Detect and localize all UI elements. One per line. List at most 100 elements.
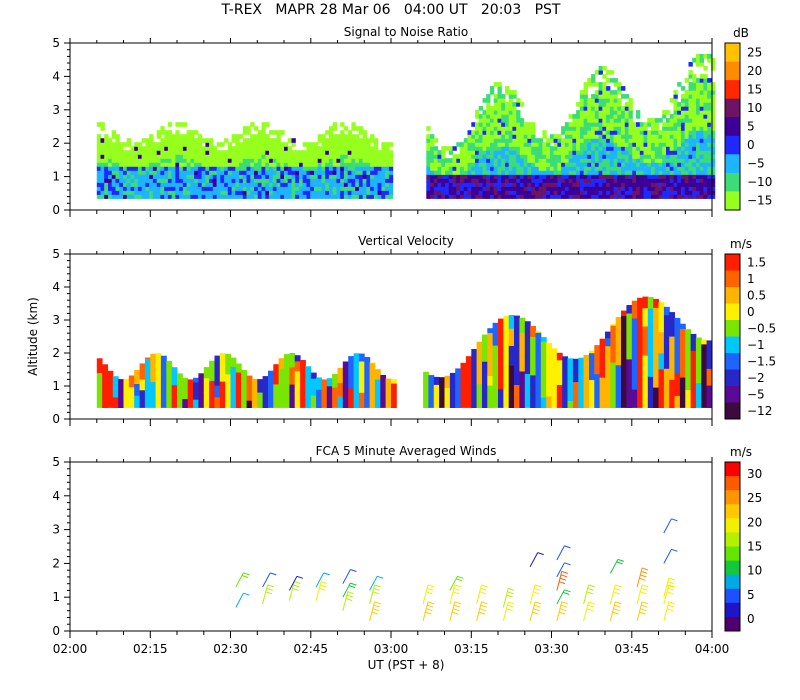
wind-barb — [556, 545, 571, 561]
wind-barb — [235, 572, 250, 588]
wind-barb — [262, 584, 274, 605]
wind-barb — [315, 581, 328, 601]
wind-barb — [609, 601, 622, 621]
wind-barb — [636, 567, 649, 588]
colorbar-swatch — [725, 574, 740, 590]
colorbar-swatch — [725, 254, 740, 271]
wind-barb — [529, 584, 542, 605]
colorbar-swatch — [725, 320, 740, 337]
wind-barb — [529, 552, 544, 568]
colorbar-swatch — [725, 386, 740, 403]
colorbar-3 — [724, 461, 741, 632]
colorbar-label: 25 — [747, 491, 762, 505]
figure-title-line-1: T-REX MAPR 28 Mar 06 04:00 UT 20:03 PST — [221, 2, 561, 18]
colorbar-swatch — [725, 172, 740, 192]
panel-3-axes — [64, 457, 713, 638]
wind-barb — [342, 591, 354, 611]
colorbar-swatch — [725, 191, 740, 211]
colorbar-label: −5 — [747, 387, 765, 401]
wind-barb — [449, 584, 461, 605]
wind-barb — [636, 601, 649, 621]
colorbar-swatch — [725, 336, 740, 354]
colorbar-swatch — [725, 504, 740, 519]
colorbar-swatch — [725, 602, 740, 618]
panel-2-axes — [64, 249, 713, 426]
wind-barb — [583, 584, 595, 605]
wind-barb — [636, 584, 649, 605]
colorbar-unit: m/s — [730, 445, 752, 459]
colorbar-swatch — [725, 490, 740, 505]
colorbar-swatch — [725, 303, 740, 321]
colorbar-swatch — [725, 98, 740, 118]
wind-barb — [556, 570, 568, 591]
y-tick-label: 2 — [52, 556, 60, 570]
colorbar-label: 25 — [747, 45, 762, 59]
x-tick-label: 02:45 — [293, 642, 328, 656]
y-tick-label: 0 — [52, 203, 60, 217]
colorbar-label: 15 — [747, 82, 762, 96]
wind-barb — [556, 601, 568, 621]
y-tick-label: 4 — [52, 69, 60, 83]
wind-barb — [235, 592, 250, 608]
y-tick-label: 0 — [52, 412, 60, 426]
colorbar-label: 20 — [747, 515, 762, 529]
colorbar-swatch — [725, 80, 740, 100]
colorbar-swatch — [725, 402, 740, 420]
colorbar-swatch — [725, 476, 740, 491]
colorbar-swatch — [725, 546, 740, 562]
wind-barb — [663, 518, 678, 534]
wind-barb — [315, 572, 330, 588]
colorbar-swatch — [725, 462, 740, 477]
panel-1-title: Signal to Noise Ratio — [344, 25, 468, 39]
colorbar-swatch — [725, 369, 740, 387]
panel-2-title: Vertical Velocity — [358, 234, 454, 248]
wind-barb — [422, 584, 435, 605]
y-tick-label: 4 — [52, 489, 60, 503]
colorbar-label: 0 — [747, 305, 755, 319]
wind-barbs — [235, 518, 678, 621]
colorbar-label: −1 — [747, 338, 765, 352]
wind-barb — [476, 584, 488, 605]
y-tick-label: 3 — [52, 313, 60, 327]
colorbar-unit: m/s — [730, 237, 752, 251]
wind-barb — [583, 601, 595, 621]
wind-barb — [262, 572, 277, 588]
wind-barb — [663, 577, 675, 598]
wind-barb — [663, 601, 675, 621]
colorbar-label: −10 — [747, 175, 772, 189]
colorbar-label: 20 — [747, 64, 762, 78]
colorbar-label: −5 — [747, 157, 765, 171]
colorbar-swatch — [725, 154, 740, 174]
y-tick-label: 5 — [52, 247, 60, 261]
wind-barb — [342, 582, 357, 598]
wind-barb — [502, 601, 515, 621]
y-tick-label: 1 — [52, 590, 60, 604]
x-tick-label: 02:15 — [133, 642, 168, 656]
colorbar-swatch — [725, 518, 740, 533]
y-tick-label: 2 — [52, 346, 60, 360]
colorbar-label: −12 — [747, 404, 772, 418]
colorbar-label: −1.5 — [747, 354, 776, 368]
colorbar-swatch — [725, 270, 740, 288]
x-tick-label: 04:00 — [695, 642, 730, 656]
colorbar-label: 15 — [747, 540, 762, 554]
colorbar-frame — [724, 42, 741, 211]
colorbar-swatch — [725, 588, 740, 604]
panel-3-title: FCA 5 Minute Averaged Winds — [316, 444, 497, 458]
x-tick-label: 03:00 — [374, 642, 409, 656]
colorbar-swatch — [725, 43, 740, 63]
colorbar-label: 5 — [747, 588, 755, 602]
colorbar-frame — [724, 253, 741, 420]
y-tick-label: 4 — [52, 280, 60, 294]
wind-barb — [609, 584, 622, 605]
colorbar-label: 5 — [747, 120, 755, 134]
panel-1-axes — [64, 38, 713, 217]
y-tick-label: 2 — [52, 136, 60, 150]
snr-field — [96, 54, 716, 199]
y-tick-label: 1 — [52, 170, 60, 184]
y-tick-label: 0 — [52, 624, 60, 638]
wind-barb — [422, 601, 435, 621]
wind-barb — [609, 558, 625, 574]
x-tick-label: 03:30 — [534, 642, 569, 656]
